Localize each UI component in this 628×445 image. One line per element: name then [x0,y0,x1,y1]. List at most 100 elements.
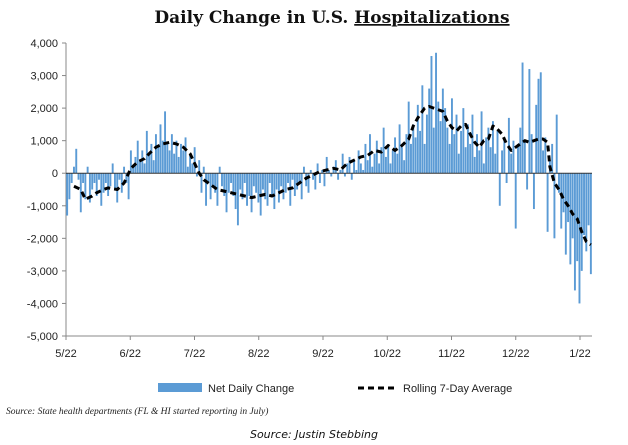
net-daily-change-bar [341,153,344,174]
net-daily-change-bar [129,150,132,174]
net-daily-change-bar [255,173,258,193]
net-daily-change-bar [257,173,260,203]
net-daily-change-bar [505,173,508,183]
net-daily-change-bar [195,173,198,177]
net-daily-change-bar [460,130,463,174]
net-daily-change-bar [539,72,542,174]
net-daily-change-bar [157,147,160,174]
net-daily-change-bar [432,127,435,174]
net-daily-change-bar [139,160,141,174]
net-daily-change-bar [412,124,415,174]
net-daily-change-bar [227,173,230,193]
legend-label-net-daily-change: Net Daily Change [208,383,294,395]
net-daily-change-bar [120,173,123,193]
net-daily-change-bar [466,124,469,174]
y-tick-label: 2,000 [30,103,58,115]
net-daily-change-bar [293,173,296,197]
net-daily-change-bar [569,173,572,265]
net-daily-change-bar [264,173,267,200]
net-daily-change-bar [560,173,563,229]
net-daily-change-bar [111,163,114,174]
net-daily-change-bar [88,173,91,203]
net-daily-change-bar [355,169,358,174]
net-daily-change-bar [384,156,387,174]
net-daily-change-bar [425,114,428,174]
net-daily-change-bar [551,143,554,174]
net-daily-change-bar [437,101,440,174]
net-daily-change-bar [243,173,246,183]
net-daily-change-bar [489,147,492,174]
net-daily-change-bar [152,160,155,174]
net-daily-change-bar [453,134,456,174]
net-daily-change-bar [132,166,135,174]
x-tick-label: 8/22 [248,348,269,360]
net-daily-change-bar [284,173,287,193]
net-daily-change-bar [307,173,310,193]
net-daily-change-bar [496,130,499,174]
net-daily-change-bar [451,98,453,174]
net-daily-change-bar [109,173,112,187]
net-daily-change-bar [469,143,472,174]
y-tick-label: 0 [52,168,58,180]
net-daily-change-bar [170,134,173,174]
net-daily-change-bar [202,166,205,174]
net-daily-change-bar [246,173,248,206]
net-daily-change-bar [353,160,355,174]
net-daily-change-bar [430,56,433,174]
net-daily-change-bar [439,121,442,174]
net-daily-change-bar [277,173,280,203]
net-daily-change-bar [236,173,239,226]
net-daily-change-bar [262,173,264,190]
net-daily-change-bar [389,163,392,174]
net-daily-change-bar [510,153,513,174]
net-daily-change-bar [366,160,369,174]
y-tick-label: 4,000 [30,38,58,50]
net-daily-change-bar [346,163,349,174]
net-daily-change-bar [214,173,217,193]
net-daily-change-bar [423,143,426,174]
net-daily-change-bar [250,173,253,213]
net-daily-change-bar [491,121,494,174]
net-daily-change-bar [123,166,126,174]
net-daily-change-bar [248,173,251,197]
net-daily-change-bar [473,156,476,174]
net-daily-change-bar [471,114,474,174]
net-daily-change-bar [435,52,437,174]
net-daily-change-bar [428,88,431,174]
net-daily-change-bar [375,140,378,174]
net-daily-change-bar [275,173,278,190]
net-daily-change-bar [448,143,451,174]
net-daily-change-bar [446,127,449,174]
net-daily-change-bar [102,173,105,193]
net-daily-change-bar [487,127,490,174]
net-daily-change-bar [314,173,317,190]
net-daily-change-bar [337,173,340,180]
net-daily-change-bar [280,173,283,187]
net-daily-change-bar [98,173,100,180]
net-daily-change-bar [521,62,524,174]
x-tick-label: 7/22 [184,348,205,360]
chart-title-underlined: Hospitalizations [354,8,509,28]
net-daily-change-bar [396,153,399,174]
net-daily-change-bar [455,114,458,174]
net-daily-change-bar [587,173,590,226]
net-daily-change-bar [350,173,353,180]
y-tick-label: -5,000 [27,331,58,343]
x-tick-label: 9/22 [312,348,333,360]
net-daily-change-bar [225,173,228,213]
net-daily-change-bar [558,173,560,193]
net-daily-change-bar [330,173,333,177]
net-daily-change-bar [334,160,337,174]
legend-label-rolling-average: Rolling 7-Day Average [403,383,512,395]
legend-swatch-net-daily-change [158,383,202,392]
net-daily-change-bar [216,173,219,206]
net-daily-change-bar [553,173,556,239]
net-daily-change-bar [519,127,522,174]
net-daily-change-bar [380,147,383,174]
net-daily-change-bar [82,173,85,183]
net-daily-change-bar [464,147,467,174]
net-daily-change-bar [191,163,194,174]
net-daily-change-bar [476,134,478,174]
net-daily-change-bar [77,173,80,180]
net-daily-change-bar [589,173,592,275]
